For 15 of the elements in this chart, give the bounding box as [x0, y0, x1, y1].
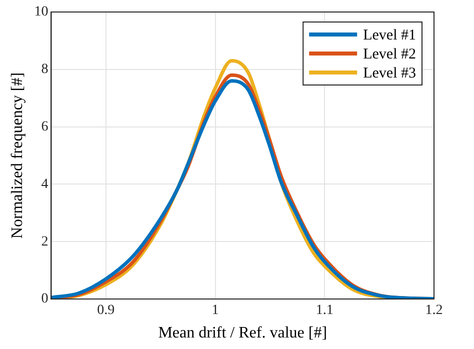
y-tick-label: 0 — [41, 292, 48, 307]
y-tick-label: 8 — [41, 62, 48, 78]
x-axis-title: Mean drift / Ref. value [#] — [158, 324, 328, 342]
y-axis-title: Normalized frequency [#] — [8, 72, 26, 239]
y-tick-label: 10 — [34, 4, 48, 20]
x-tick-label: 0.9 — [97, 303, 115, 318]
legend-label: Level #3 — [363, 65, 416, 82]
x-tick-label: 1.1 — [316, 303, 334, 318]
legend-label: Level #2 — [363, 46, 416, 62]
legend-label: Level #1 — [363, 27, 416, 44]
x-tick-label: 1.2 — [425, 303, 443, 318]
y-tick-label: 4 — [41, 176, 48, 192]
y-tick-label: 6 — [41, 119, 48, 134]
x-tick-label: 1 — [212, 303, 219, 318]
y-tick-label: 2 — [41, 234, 48, 250]
